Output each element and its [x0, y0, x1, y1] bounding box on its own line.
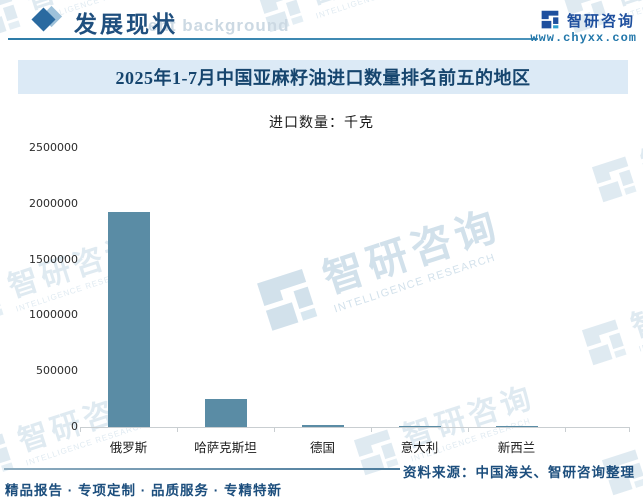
x-axis-tick [468, 428, 469, 432]
x-axis-tick [565, 428, 566, 432]
y-axis-tick-label: 500000 [36, 364, 78, 378]
chart-title-banner: 2025年1-7月中国亚麻籽油进口数量排名前五的地区 [18, 60, 628, 94]
section-title: 发展现状 [74, 11, 178, 37]
x-axis-tick [274, 428, 275, 432]
x-axis-line [80, 427, 630, 428]
x-axis-category-label: 德国 [309, 441, 335, 455]
footer-divider [4, 468, 400, 470]
page-header: ent background 发展现状 智研咨询 www.chyxx.com [0, 0, 643, 48]
bar-4 [398, 425, 441, 427]
x-axis-category-label: 新西兰 [497, 441, 536, 455]
data-source-note: 资料来源：中国海关、智研咨询整理 [403, 465, 635, 480]
x-axis-category-label: 哈萨克斯坦 [194, 441, 257, 455]
footer-tagline: 精品报告 · 专项定制 · 品质服务 · 专精特新 [5, 483, 282, 498]
section-diamond-icon [30, 5, 64, 36]
x-axis-tick [80, 428, 81, 432]
y-axis-tick-label: 1500000 [29, 252, 78, 266]
brand-url-link[interactable]: www.chyxx.com [530, 31, 637, 45]
bar-1 [107, 211, 150, 427]
y-axis-tick-label: 1000000 [29, 308, 78, 322]
bar-chart: 0 500000 1000000 1500000 2000000 2500000 俄罗斯 哈萨… [0, 141, 643, 458]
y-axis-tick-label: 0 [71, 420, 78, 433]
header-background-watermark: ent background [148, 16, 290, 35]
bar-5 [495, 425, 538, 427]
x-axis-tick [177, 428, 178, 432]
bar-3 [301, 425, 344, 427]
brand-name: 智研咨询 [566, 12, 635, 30]
bar-2 [204, 398, 247, 427]
y-axis-tick-label: 2500000 [29, 141, 78, 154]
x-axis-category-label: 俄罗斯 [109, 441, 148, 455]
x-axis-category-label: 意大利 [400, 441, 439, 455]
chart-title: 2025年1-7月中国亚麻籽油进口数量排名前五的地区 [115, 68, 531, 88]
zhiyan-logo-icon [539, 9, 561, 31]
x-axis-tick [371, 428, 372, 432]
x-axis-tick [629, 428, 630, 432]
brand-lockup: 智研咨询 [539, 9, 635, 31]
header-divider [8, 38, 538, 40]
y-axis-tick-label: 2000000 [29, 196, 78, 210]
chart-unit-label: 进口数量：千克 [269, 114, 374, 130]
